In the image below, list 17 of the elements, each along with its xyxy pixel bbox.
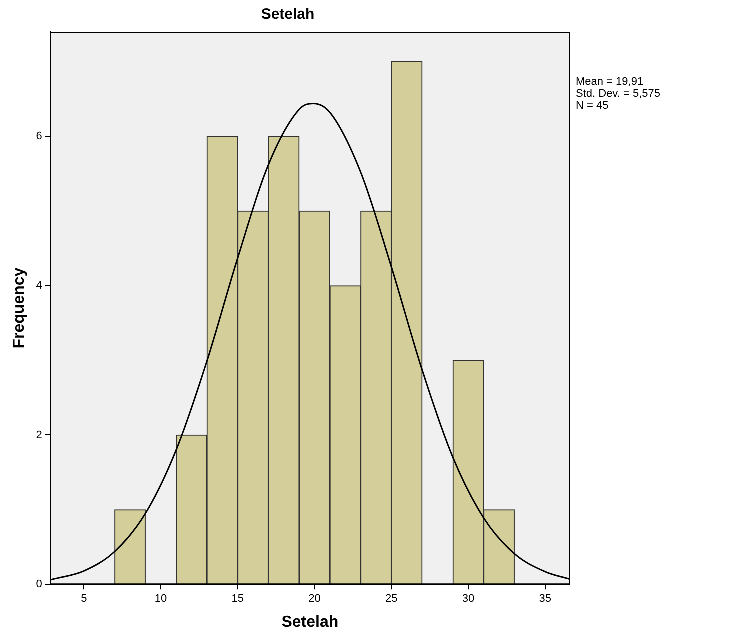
y-tick-label: 4: [36, 280, 42, 292]
y-tick-label: 2: [36, 429, 42, 442]
text: Std. Dev. = 5,575: [576, 88, 660, 100]
y-tick-label: 6: [36, 130, 42, 143]
x-tick-label: 10: [154, 593, 168, 606]
y-tick-label: 0: [36, 578, 42, 591]
x-tick-label: 25: [386, 593, 398, 606]
x-tick-label: 15: [232, 593, 244, 606]
x-tick-label: 20: [308, 593, 321, 606]
y-axis-title: Frequency: [11, 268, 28, 349]
x-tick-label: 30: [462, 593, 475, 606]
chart-title: Setelah: [261, 6, 315, 24]
x-axis-title: Setelah: [282, 614, 339, 631]
x-tick-label: 35: [539, 593, 552, 606]
text: N = 45: [576, 100, 610, 112]
text: Mean = 19,91: [576, 76, 645, 88]
x-tick-label: 5: [81, 593, 88, 606]
